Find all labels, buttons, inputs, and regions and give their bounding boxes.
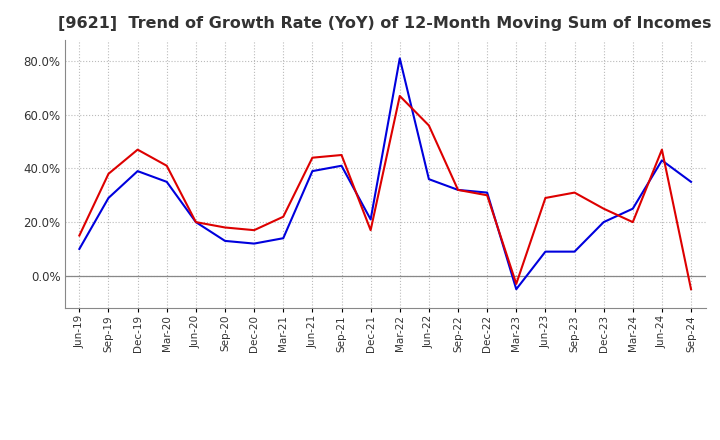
Ordinary Income Growth Rate: [657, 158, 666, 163]
Title: [9621]  Trend of Growth Rate (YoY) of 12-Month Moving Sum of Incomes: [9621] Trend of Growth Rate (YoY) of 12-…: [58, 16, 712, 32]
Net Income Growth Rate: [279, 214, 287, 220]
Net Income Growth Rate: [512, 281, 521, 286]
Ordinary Income Growth Rate: [483, 190, 492, 195]
Ordinary Income Growth Rate: [366, 217, 375, 222]
Ordinary Income Growth Rate: [192, 220, 200, 225]
Net Income Growth Rate: [687, 286, 696, 292]
Ordinary Income Growth Rate: [512, 286, 521, 292]
Net Income Growth Rate: [541, 195, 550, 201]
Ordinary Income Growth Rate: [687, 179, 696, 184]
Ordinary Income Growth Rate: [454, 187, 462, 193]
Net Income Growth Rate: [629, 220, 637, 225]
Net Income Growth Rate: [395, 93, 404, 99]
Net Income Growth Rate: [599, 206, 608, 211]
Net Income Growth Rate: [337, 152, 346, 158]
Ordinary Income Growth Rate: [308, 169, 317, 174]
Ordinary Income Growth Rate: [425, 176, 433, 182]
Ordinary Income Growth Rate: [220, 238, 229, 244]
Net Income Growth Rate: [570, 190, 579, 195]
Net Income Growth Rate: [425, 123, 433, 128]
Net Income Growth Rate: [483, 193, 492, 198]
Net Income Growth Rate: [75, 233, 84, 238]
Net Income Growth Rate: [133, 147, 142, 152]
Ordinary Income Growth Rate: [599, 220, 608, 225]
Ordinary Income Growth Rate: [279, 235, 287, 241]
Line: Net Income Growth Rate: Net Income Growth Rate: [79, 96, 691, 289]
Ordinary Income Growth Rate: [104, 195, 113, 201]
Ordinary Income Growth Rate: [395, 56, 404, 61]
Ordinary Income Growth Rate: [629, 206, 637, 211]
Net Income Growth Rate: [250, 227, 258, 233]
Ordinary Income Growth Rate: [337, 163, 346, 169]
Ordinary Income Growth Rate: [75, 246, 84, 252]
Ordinary Income Growth Rate: [570, 249, 579, 254]
Ordinary Income Growth Rate: [163, 179, 171, 184]
Line: Ordinary Income Growth Rate: Ordinary Income Growth Rate: [79, 59, 691, 289]
Ordinary Income Growth Rate: [250, 241, 258, 246]
Ordinary Income Growth Rate: [133, 169, 142, 174]
Net Income Growth Rate: [308, 155, 317, 160]
Ordinary Income Growth Rate: [541, 249, 550, 254]
Net Income Growth Rate: [657, 147, 666, 152]
Net Income Growth Rate: [163, 163, 171, 169]
Net Income Growth Rate: [220, 225, 229, 230]
Net Income Growth Rate: [104, 171, 113, 176]
Net Income Growth Rate: [192, 220, 200, 225]
Net Income Growth Rate: [454, 187, 462, 193]
Net Income Growth Rate: [366, 227, 375, 233]
